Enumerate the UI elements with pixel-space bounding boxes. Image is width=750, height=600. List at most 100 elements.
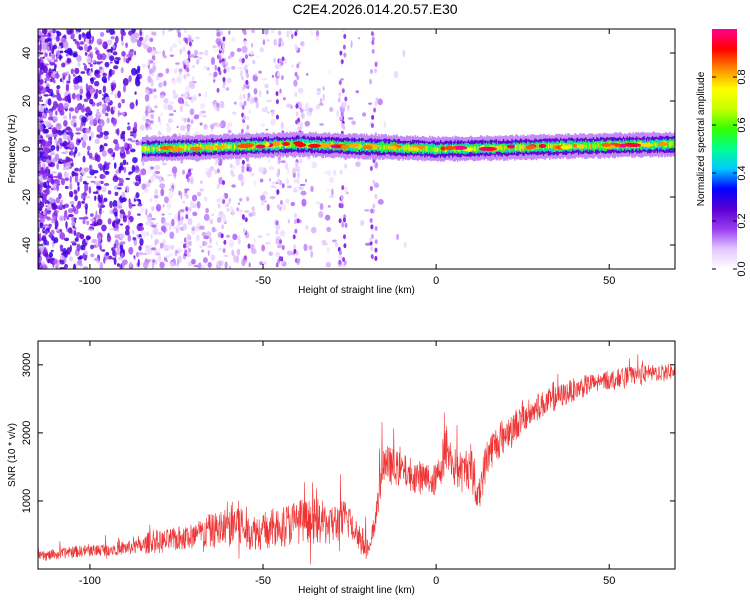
spectrogram-band-cell	[598, 143, 601, 149]
spectrogram-cell	[310, 30, 314, 36]
spectrogram-cell	[297, 61, 302, 65]
spectrogram-cell	[97, 240, 102, 248]
spectrogram-band-cell	[654, 142, 657, 147]
spectrogram-cell	[245, 79, 249, 85]
spectrogram-cell	[151, 247, 156, 251]
spectrogram-cell	[215, 240, 219, 247]
spectrogram-cell	[116, 128, 120, 136]
spectrogram-cell	[65, 165, 71, 169]
spectrogram-cell	[220, 30, 224, 36]
spectrogram-band-cell	[152, 146, 155, 152]
spectrogram-cell	[328, 70, 331, 76]
spectrogram-cell	[39, 43, 42, 51]
spectrogram-band-cell	[585, 144, 587, 149]
spectrogram-cell	[131, 204, 136, 207]
spectrogram-cell	[316, 88, 321, 91]
spectrogram-cell	[107, 148, 114, 154]
spectrogram-cell	[339, 169, 343, 175]
spectrogram-cell	[168, 101, 175, 105]
spectrogram-cell	[87, 114, 94, 121]
spectrogram-cell	[84, 51, 88, 56]
spectrogram-band-cell	[150, 147, 152, 151]
spectrogram-cell	[266, 203, 270, 211]
spectrogram-cell	[329, 106, 334, 113]
snr-series-line	[38, 354, 675, 565]
spectrogram-cell	[144, 245, 150, 248]
spectrogram-cell	[203, 235, 210, 240]
spectrogram-cell	[38, 124, 44, 132]
spectrogram-cell	[56, 205, 61, 210]
spectrogram-cell	[172, 89, 176, 95]
spectrogram-cell	[240, 128, 244, 134]
spectrogram-band-cell	[550, 143, 552, 149]
spectrogram-cell	[184, 38, 188, 44]
spectrogram-cell	[138, 226, 145, 232]
spectrogram-peak	[294, 142, 307, 147]
spectrogram-band-cell	[187, 146, 190, 151]
spectrogram-cell	[251, 29, 256, 34]
spectrogram-cell	[343, 52, 347, 58]
spectrogram-cell	[250, 243, 255, 252]
spectrogram-cell	[42, 264, 48, 269]
spectrogram-cell	[240, 181, 244, 187]
spectrogram-cell	[62, 132, 68, 140]
spectrogram-cell	[106, 117, 110, 124]
spectrogram-cell	[106, 234, 112, 243]
spectrogram-peak	[214, 144, 226, 149]
spectrogram-cell	[286, 30, 290, 38]
spectrogram-cell	[38, 79, 44, 85]
snr-frame	[37, 340, 676, 570]
spectrogram-cell	[92, 191, 98, 194]
spectrogram-band-cell	[426, 145, 429, 153]
spectrogram-cell	[232, 233, 238, 241]
spectrogram-cell	[187, 217, 193, 226]
spectrogram-x-axis-label: Height of straight line (km)	[298, 285, 415, 296]
spectrogram-cell	[270, 118, 276, 126]
spectrogram-cell	[79, 124, 83, 132]
spectrogram-cell	[375, 162, 379, 168]
spectrogram-cell	[165, 123, 170, 126]
spectrogram-cell	[221, 48, 225, 54]
spectrogram-cell	[171, 218, 175, 227]
spectrogram-band-cell	[586, 142, 589, 149]
spectrogram-cell	[77, 259, 83, 265]
spectrogram-cell	[327, 204, 331, 208]
spectrogram-cell	[370, 122, 374, 128]
spectrogram-cell	[280, 75, 284, 81]
spectrogram-cell	[101, 186, 107, 193]
spectrogram-band-cell	[498, 145, 500, 150]
spectrogram-cell	[174, 68, 177, 74]
spectrogram-cell	[188, 235, 192, 241]
spectrogram-cell	[83, 34, 86, 43]
spectrogram-cell	[281, 41, 285, 47]
spectrogram-cell	[277, 159, 281, 165]
spectrogram-cell	[369, 68, 373, 74]
spectrogram-cell	[125, 57, 130, 64]
spectrogram-cell	[38, 69, 41, 72]
spectrogram-cell	[87, 228, 94, 231]
spectrogram-cell	[296, 218, 300, 224]
colorbar-label: Normalized spectral amplitude	[696, 71, 707, 206]
spectrogram-cell	[65, 53, 69, 57]
spectrogram-cell	[239, 212, 243, 216]
spectrogram-cell	[203, 123, 208, 130]
spectrogram-cell	[251, 43, 254, 48]
colorbar-tick-label: 0.0	[736, 261, 748, 276]
spectrogram-cell	[45, 141, 52, 148]
spectrogram-cell	[77, 60, 81, 68]
spectrogram-cell	[48, 251, 54, 258]
spectrogram-cell	[130, 139, 136, 143]
y-tick-label: 1000	[21, 489, 33, 513]
spectrogram-cell	[377, 98, 383, 106]
spectrogram-band-cell	[519, 144, 522, 151]
colorbar-gradient	[712, 29, 737, 269]
spectrogram-cell	[187, 50, 191, 56]
spectrogram-cell	[184, 211, 189, 214]
spectrogram-cell	[337, 97, 341, 103]
spectrogram-cell	[62, 248, 67, 254]
spectrogram-cell	[229, 163, 233, 169]
spectrogram-cell	[56, 183, 59, 192]
spectrogram-cell	[338, 80, 342, 86]
spectrogram-cell	[325, 188, 332, 192]
spectrogram-cell	[319, 123, 324, 126]
